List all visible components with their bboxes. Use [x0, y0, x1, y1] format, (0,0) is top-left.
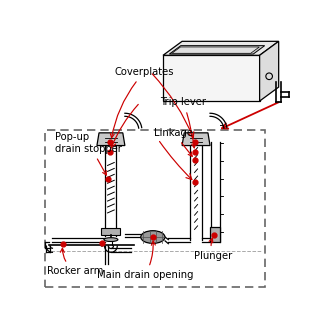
Polygon shape [169, 46, 265, 54]
Ellipse shape [104, 238, 118, 242]
Bar [45, 130, 265, 287]
Polygon shape [163, 55, 259, 101]
Polygon shape [172, 47, 259, 53]
Circle shape [100, 243, 104, 246]
Polygon shape [182, 133, 210, 146]
Text: Rocker arm: Rocker arm [47, 248, 104, 276]
Text: Coverplates: Coverplates [110, 67, 174, 138]
Text: Plunger: Plunger [194, 238, 232, 261]
Text: Pop-up
drain stopper: Pop-up drain stopper [55, 132, 122, 175]
Polygon shape [259, 41, 279, 101]
Ellipse shape [141, 231, 165, 243]
FancyBboxPatch shape [101, 228, 120, 235]
Polygon shape [97, 133, 125, 146]
Text: Trip lever: Trip lever [160, 97, 206, 148]
Text: Linkage: Linkage [154, 128, 193, 156]
Text: Main drain opening: Main drain opening [97, 241, 194, 280]
Polygon shape [163, 41, 279, 55]
FancyBboxPatch shape [210, 227, 220, 242]
